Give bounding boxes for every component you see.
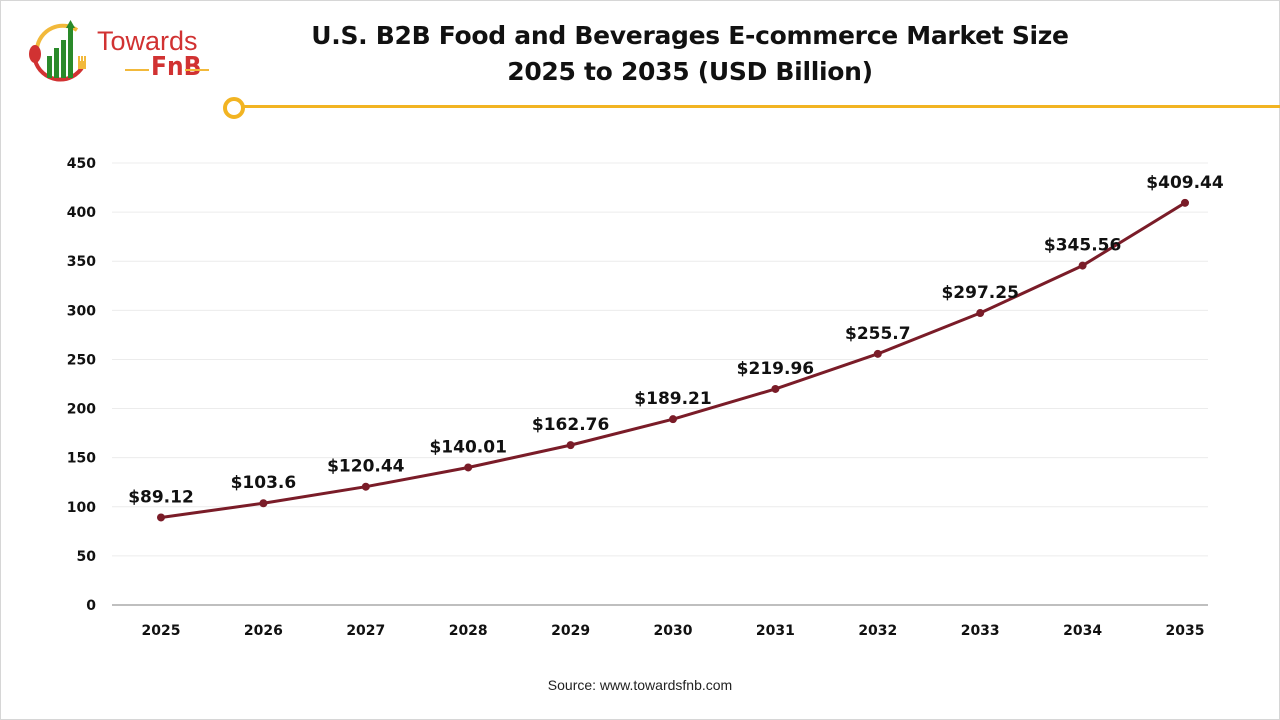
data-label: $219.96 <box>737 359 814 379</box>
data-label: $297.25 <box>941 283 1018 303</box>
series-line <box>160 201 1186 519</box>
y-tick-label: 100 <box>67 500 96 516</box>
y-tick-label: 450 <box>67 156 96 172</box>
logo-divider <box>185 69 209 71</box>
data-label: $162.76 <box>532 415 609 435</box>
data-point <box>669 415 677 424</box>
x-tick-label: 2034 <box>1063 623 1102 639</box>
y-tick-label: 150 <box>67 451 96 467</box>
x-tick-label: 2035 <box>1166 623 1205 639</box>
data-label: $120.44 <box>327 457 405 477</box>
title-line-1: U.S. B2B Food and Beverages E-commerce M… <box>311 21 1069 50</box>
x-tick-label: 2029 <box>551 623 590 639</box>
y-tick-label: 200 <box>67 402 96 418</box>
accent-dot <box>223 97 245 119</box>
data-point <box>361 482 370 491</box>
data-point <box>259 499 268 508</box>
data-point <box>566 441 575 450</box>
logo: Towards FnB <box>25 18 225 88</box>
data-point <box>873 349 882 358</box>
data-point <box>464 463 473 472</box>
data-label: $103.6 <box>231 473 297 493</box>
data-point <box>157 513 165 522</box>
x-tick-label: 2026 <box>244 623 283 639</box>
data-label: $140.01 <box>429 437 506 457</box>
data-point <box>771 384 780 393</box>
logo-text-fnb: FnB <box>151 52 202 82</box>
data-point <box>1181 198 1189 207</box>
x-tick-label: 2030 <box>654 623 693 639</box>
data-label: $89.12 <box>128 487 194 507</box>
logo-text-towards: Towards <box>97 26 198 56</box>
x-tick-label: 2027 <box>346 623 385 639</box>
y-tick-label: 350 <box>67 254 96 270</box>
chart-title: U.S. B2B Food and Beverages E-commerce M… <box>300 18 1080 90</box>
x-tick-label: 2032 <box>858 623 897 639</box>
y-tick-label: 0 <box>86 598 96 614</box>
x-tick-label: 2025 <box>142 623 181 639</box>
data-point <box>1078 261 1087 270</box>
data-label: $345.56 <box>1044 236 1121 256</box>
x-tick-label: 2033 <box>961 623 1000 639</box>
logo-icon <box>29 20 86 82</box>
y-tick-label: 250 <box>67 352 96 368</box>
accent-line <box>244 105 1280 108</box>
data-label: $189.21 <box>634 389 711 409</box>
y-tick-label: 300 <box>67 303 96 319</box>
x-tick-label: 2031 <box>756 623 795 639</box>
data-label: $409.44 <box>1146 173 1224 193</box>
y-tick-label: 400 <box>67 205 96 221</box>
y-tick-label: 50 <box>77 549 97 565</box>
x-tick-label: 2028 <box>449 623 488 639</box>
data-label: $255.7 <box>845 324 911 344</box>
data-point <box>976 309 985 318</box>
logo-divider <box>125 69 149 71</box>
source-note: Source: www.towardsfnb.com <box>547 677 733 693</box>
title-line-2: 2025 to 2035 (USD Billion) <box>507 57 873 86</box>
